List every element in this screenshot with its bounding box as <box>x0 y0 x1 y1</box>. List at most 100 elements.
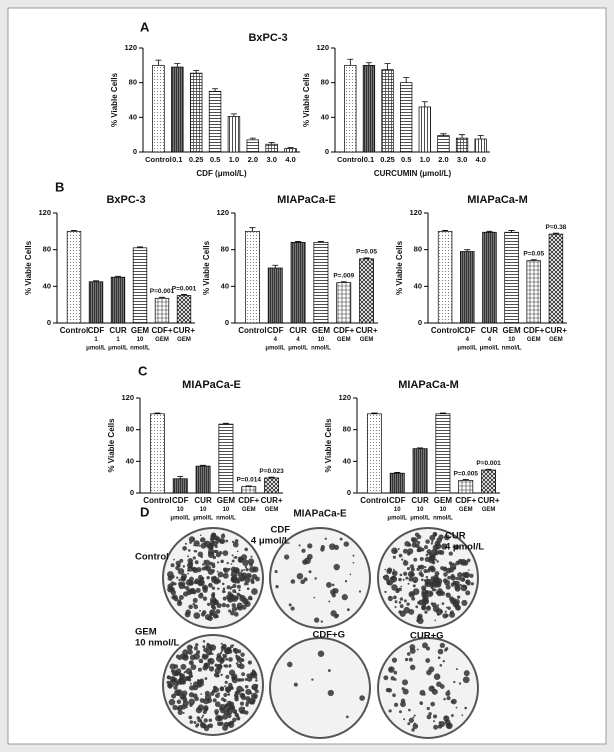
colony <box>327 689 334 697</box>
bar <box>313 241 329 324</box>
y-tick-label: 0 <box>225 318 229 327</box>
panel-title: BxPC-3 <box>248 32 287 44</box>
x-tick-label: Control <box>60 326 88 335</box>
colony <box>459 583 462 587</box>
colony <box>214 545 218 549</box>
colony-plate <box>377 527 479 629</box>
p-value-note: P=0.05 <box>356 249 377 256</box>
x-tick-label: GEM <box>312 326 331 335</box>
colony <box>443 572 448 577</box>
colony <box>240 694 247 701</box>
colony <box>238 594 241 597</box>
colony <box>189 720 194 724</box>
colony-plate <box>162 527 264 629</box>
x-tick-label: 1 <box>94 337 98 343</box>
colony <box>397 548 400 551</box>
colony <box>185 579 193 586</box>
bar <box>152 64 165 153</box>
colony <box>178 578 181 582</box>
error-bar <box>394 472 401 474</box>
colony <box>443 697 446 701</box>
colony <box>236 606 240 610</box>
colony <box>448 561 453 565</box>
colony <box>219 651 223 655</box>
colony <box>386 568 392 574</box>
colony <box>420 578 424 582</box>
colony <box>443 534 450 541</box>
bar <box>172 478 188 494</box>
colony <box>419 564 425 570</box>
colony <box>424 565 427 569</box>
colony <box>223 721 229 728</box>
colony <box>431 540 434 543</box>
colony <box>181 690 188 697</box>
colony <box>313 596 316 599</box>
colony <box>188 578 191 581</box>
colony <box>251 580 254 583</box>
colony <box>200 578 203 581</box>
colony <box>241 604 247 610</box>
bar <box>455 137 469 153</box>
bar <box>504 231 519 324</box>
colony <box>226 646 232 652</box>
x-tick-label: 0.1 <box>364 155 374 164</box>
y-tick-label: 120 <box>121 393 134 402</box>
colony <box>408 708 411 712</box>
colony <box>445 592 451 598</box>
colony <box>392 693 396 698</box>
x-tick-label: CUR+ <box>261 496 283 505</box>
colony <box>463 670 470 677</box>
colony <box>174 680 180 686</box>
colony <box>428 666 435 673</box>
colony <box>392 568 395 571</box>
colony <box>251 683 258 691</box>
colony <box>216 674 220 678</box>
colony <box>171 676 173 679</box>
colony <box>244 565 248 569</box>
colony <box>320 620 324 623</box>
colony <box>448 551 453 556</box>
colony <box>446 696 451 701</box>
bar <box>336 282 352 324</box>
plate <box>377 637 479 739</box>
x-tick-label: CDF <box>172 496 189 505</box>
colony <box>213 685 217 690</box>
colony <box>201 714 205 717</box>
colony <box>168 684 173 689</box>
colony <box>442 660 445 663</box>
colony <box>436 560 439 563</box>
colony <box>194 560 199 565</box>
bar <box>265 143 278 153</box>
x-tick-label: μmol/L <box>457 346 477 352</box>
colony <box>234 591 237 594</box>
colony <box>303 577 308 582</box>
colony <box>445 722 452 729</box>
x-tick-label: 3.0 <box>266 155 276 164</box>
colony <box>217 577 220 579</box>
colony <box>346 608 350 612</box>
colony <box>425 539 430 544</box>
bar <box>548 233 564 324</box>
x-tick-label: CDF <box>267 326 284 335</box>
error-bar <box>462 479 469 481</box>
colony <box>245 567 249 572</box>
error-bar <box>181 294 187 296</box>
x-tick-label: Control <box>337 155 364 164</box>
colony <box>343 541 350 547</box>
colony <box>424 610 428 614</box>
colony <box>207 543 214 550</box>
x-tick-label: CUR+ <box>478 496 500 505</box>
colony <box>222 589 226 594</box>
colony <box>241 688 245 692</box>
colony <box>407 570 415 578</box>
colony <box>230 566 237 573</box>
chart-title: MIAPaCa-M <box>398 379 459 391</box>
colony <box>414 543 420 548</box>
colony <box>433 532 437 536</box>
y-tick-label: 120 <box>316 43 329 52</box>
colony <box>207 724 211 728</box>
colony <box>402 688 409 695</box>
colony <box>202 698 210 705</box>
colony <box>437 648 444 655</box>
x-tick-label: 10 <box>417 507 424 513</box>
